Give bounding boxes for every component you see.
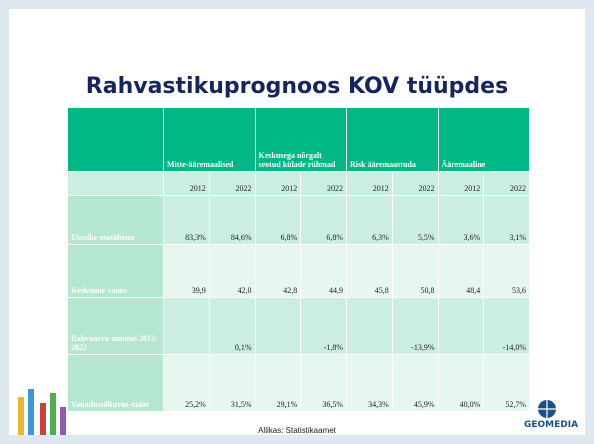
table-cell: 83,3% — [164, 196, 210, 245]
group-header: Mitte-ääremaalised — [164, 108, 256, 172]
logo: GEOMEDIA — [524, 420, 579, 430]
group-header: Keskusega nõrgalt seotud külade rühmad — [255, 108, 347, 172]
table-cell: 45,8 — [347, 245, 393, 298]
table-cell: 31,5% — [209, 355, 256, 412]
pencils-decoration — [18, 389, 66, 435]
table-cell: 50,8 — [392, 245, 439, 298]
year-cell — [68, 172, 164, 196]
table-cell — [164, 298, 210, 355]
table-cell: 25,2% — [164, 355, 210, 412]
row-label: Vanadussõltuvus-määr — [68, 355, 164, 412]
table-cell: 3,1% — [484, 196, 530, 245]
row-label: Rahvaarvu muutus 2012-2022 — [68, 298, 164, 355]
table-cell: 0,1% — [209, 298, 256, 355]
logo-icon — [538, 400, 556, 418]
group-header: Ääremaaline — [438, 108, 530, 172]
table-cell — [438, 298, 485, 355]
table-cell: -14,0% — [484, 298, 530, 355]
table-cell: 42,0 — [209, 245, 256, 298]
table-cell: 6,8% — [255, 196, 302, 245]
group-header: Risk ääremaastuda — [347, 108, 439, 172]
year-header: 2022 — [209, 172, 256, 196]
year-header: 2022 — [484, 172, 530, 196]
table-cell: -13,9% — [392, 298, 439, 355]
table-cell — [255, 298, 302, 355]
table-cell: 48,4 — [438, 245, 485, 298]
table-cell: 44,9 — [301, 245, 347, 298]
year-header: 2012 — [164, 172, 210, 196]
row-label: Keskmine vanus — [68, 245, 164, 298]
table-cell: 84,6% — [209, 196, 256, 245]
table-cell: 39,9 — [164, 245, 210, 298]
title: Rahvastikuprognoos KOV tüüpdes — [85, 74, 509, 99]
table-cell: 45,9% — [392, 355, 439, 412]
table-cell: 42,8 — [255, 245, 302, 298]
table-cell: 6,8% — [301, 196, 347, 245]
table-cell — [347, 298, 393, 355]
table-cell: 3,6% — [438, 196, 485, 245]
table-cell: 34,3% — [347, 355, 393, 412]
table-cell: 53,6 — [484, 245, 530, 298]
table-cell: 52,7% — [484, 355, 530, 412]
header-cell — [68, 108, 164, 172]
year-header: 2022 — [392, 172, 439, 196]
table-cell: 5,5% — [392, 196, 439, 245]
table-cell: 29,1% — [255, 355, 302, 412]
table-cell: 6,3% — [347, 196, 393, 245]
table-cell: 40,0% — [438, 355, 485, 412]
table-cell: 36,5% — [301, 355, 347, 412]
row-label: Elanike osatähtsus — [68, 196, 164, 245]
table-cell: -1,8% — [301, 298, 347, 355]
year-header: 2012 — [255, 172, 302, 196]
year-header: 2022 — [301, 172, 347, 196]
year-header: 2012 — [438, 172, 485, 196]
year-header: 2012 — [347, 172, 393, 196]
source: Allikas: Statistikaamet — [258, 426, 336, 435]
